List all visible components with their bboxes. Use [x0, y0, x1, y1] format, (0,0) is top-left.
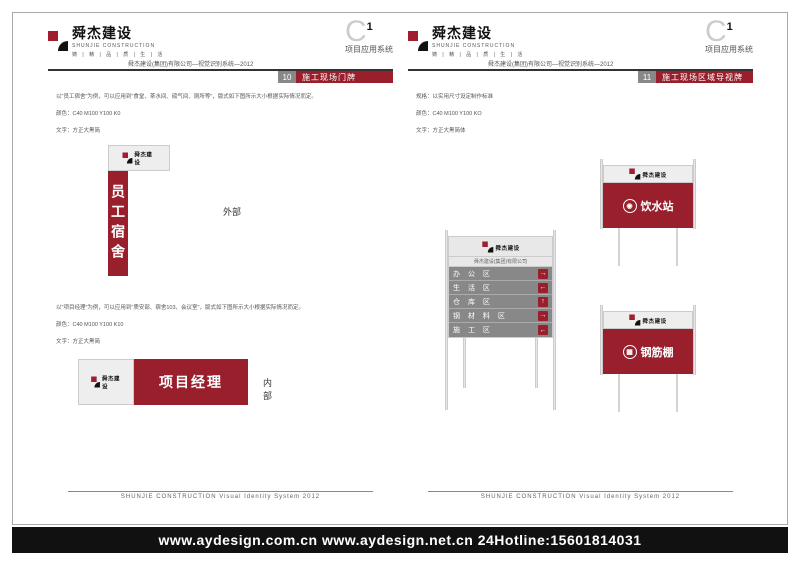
mini-brand: 舜杰建设: [102, 374, 121, 391]
arrow-icon: →: [538, 311, 548, 321]
logo-mark-icon: [482, 241, 493, 252]
font-spec: 文字：方正大黑简体: [416, 127, 753, 136]
brand-name-en: SHUNJIE CONSTRUCTION: [432, 43, 524, 49]
code-letter: C: [345, 21, 367, 42]
brand-name-en: SHUNJIE CONSTRUCTION: [72, 43, 164, 49]
brand-tagline: 铸 | 精 | 品 | 质 | 生 | 活: [432, 51, 524, 58]
mini-brand: 舜杰建设: [643, 170, 667, 178]
logo-mark-icon: [48, 31, 68, 51]
page-title: 施工现场区域导视牌: [656, 71, 753, 83]
code-sub: 项目应用系统: [345, 44, 393, 55]
desc-text: 规格：以实用尺寸设定制作标准: [416, 93, 753, 102]
desc-text-1: 以"员工宿舍"为例，可以应用到"食堂、茶水间、磅气间、厕所等"，版式如下图所示大…: [56, 93, 393, 102]
directory-subtitle: 舜杰建设(集团)有限公司: [448, 256, 553, 266]
directory-label: 钢 材 料 区: [453, 311, 538, 321]
company-line: 舜杰建设(集团)有限公司—视觉识别系统—2012: [128, 59, 253, 68]
logo-mark-icon: [629, 169, 640, 180]
page-number: 10: [278, 71, 296, 83]
side-label-1: 外部: [223, 205, 241, 218]
code-num: 1: [367, 21, 373, 33]
font-spec-2: 文字：方正大黑简: [56, 338, 393, 347]
directory-row: 生 活 区←: [449, 281, 552, 295]
sign-a-text: 饮水站: [641, 198, 674, 214]
page-left: 舜杰建设 SHUNJIE CONSTRUCTION 铸 | 精 | 品 | 质 …: [48, 21, 393, 516]
directory-row: 钢 材 料 区→: [449, 309, 552, 323]
logo-mark-icon: [123, 153, 133, 164]
page-title: 施工现场门牌: [296, 71, 393, 83]
brand-logo: 舜杰建设 SHUNJIE CONSTRUCTION 铸 | 精 | 品 | 质 …: [408, 23, 524, 58]
company-line: 舜杰建设(集团)有限公司—视觉识别系统—2012: [488, 59, 613, 68]
directory-label: 生 活 区: [453, 283, 538, 293]
page-number: 11: [638, 71, 656, 83]
brand-tagline: 铸 | 精 | 品 | 质 | 生 | 活: [72, 51, 164, 58]
horizontal-sign: 舜杰建设 项目经理 内部: [78, 359, 248, 405]
page-header: 舜杰建设 SHUNJIE CONSTRUCTION 铸 | 精 | 品 | 质 …: [408, 21, 753, 71]
sign-text-2: 项目经理: [134, 359, 248, 405]
page-header: 舜杰建设 SHUNJIE CONSTRUCTION 铸 | 精 | 品 | 质 …: [48, 21, 393, 71]
color-spec: 颜色：C40 M100 Y100 KO: [416, 110, 753, 119]
watermark-bar: www.aydesign.com.cn www.aydesign.net.cn …: [12, 527, 788, 553]
side-label-2: 内部: [263, 376, 272, 402]
title-bar: 10 施工现场门牌: [278, 71, 393, 83]
brand-logo: 舜杰建设 SHUNJIE CONSTRUCTION 铸 | 精 | 品 | 质 …: [48, 23, 164, 58]
sign-b-text: 钢筋棚: [641, 344, 674, 360]
code-num: 1: [727, 21, 733, 33]
directory-rows: 办 公 区→生 活 区←仓 库 区↑钢 材 料 区→施 工 区←: [448, 266, 553, 338]
directory-row: 仓 库 区↑: [449, 295, 552, 309]
directory-board: 舜杰建设 舜杰建设(集团)有限公司 办 公 区→生 活 区←仓 库 区↑钢 材 …: [448, 236, 553, 388]
mini-brand: 舜杰建设: [134, 150, 155, 167]
small-sign-b: 舜杰建设 ▦ 钢筋棚: [603, 311, 693, 412]
small-sign-a: 舜杰建设 ◉ 饮水站: [603, 165, 693, 266]
arrow-icon: ←: [538, 283, 548, 293]
circle-icon: ◉: [623, 199, 637, 213]
logo-mark-icon: [629, 315, 640, 326]
sign-text-1: 员工宿舍: [108, 171, 128, 276]
page-footer: SHUNJIE CONSTRUCTION Visual Identity Sys…: [68, 491, 373, 500]
brand-name: 舜杰建设: [72, 23, 164, 43]
vertical-sign: 舜杰建设 员工宿舍: [108, 145, 170, 276]
desc-text-2: 以"项目经理"为例，可以应用到"质安部、宿舍103、会议室"，版式如下图所示大小…: [56, 304, 393, 313]
font-spec-1: 文字：方正大黑简: [56, 127, 393, 136]
color-spec-1: 颜色：C40 M100 Y100 K0: [56, 110, 393, 119]
directory-row: 施 工 区←: [449, 323, 552, 337]
circle-icon: ▦: [623, 345, 637, 359]
directory-row: 办 公 区→: [449, 267, 552, 281]
directory-label: 办 公 区: [453, 269, 538, 279]
arrow-icon: ←: [538, 325, 548, 335]
directory-label: 施 工 区: [453, 325, 538, 335]
mini-brand: 舜杰建设: [643, 316, 667, 324]
document-frame: 舜杰建设 SHUNJIE CONSTRUCTION 铸 | 精 | 品 | 质 …: [12, 12, 788, 525]
section-code: C1 项目应用系统: [705, 21, 753, 55]
logo-mark-icon: [91, 376, 100, 387]
arrow-icon: ↑: [538, 297, 548, 307]
section-code: C1 项目应用系统: [345, 21, 393, 55]
page-footer: SHUNJIE CONSTRUCTION Visual Identity Sys…: [428, 491, 733, 500]
brand-name: 舜杰建设: [432, 23, 524, 43]
page-right: 舜杰建设 SHUNJIE CONSTRUCTION 铸 | 精 | 品 | 质 …: [408, 21, 753, 516]
code-sub: 项目应用系统: [705, 44, 753, 55]
code-letter: C: [705, 21, 727, 42]
arrow-icon: →: [538, 269, 548, 279]
directory-label: 仓 库 区: [453, 297, 538, 307]
logo-mark-icon: [408, 31, 428, 51]
mini-brand: 舜杰建设: [495, 242, 519, 250]
title-bar: 11 施工现场区域导视牌: [638, 71, 753, 83]
color-spec-2: 颜色：C40 M100 Y100 K10: [56, 321, 393, 330]
